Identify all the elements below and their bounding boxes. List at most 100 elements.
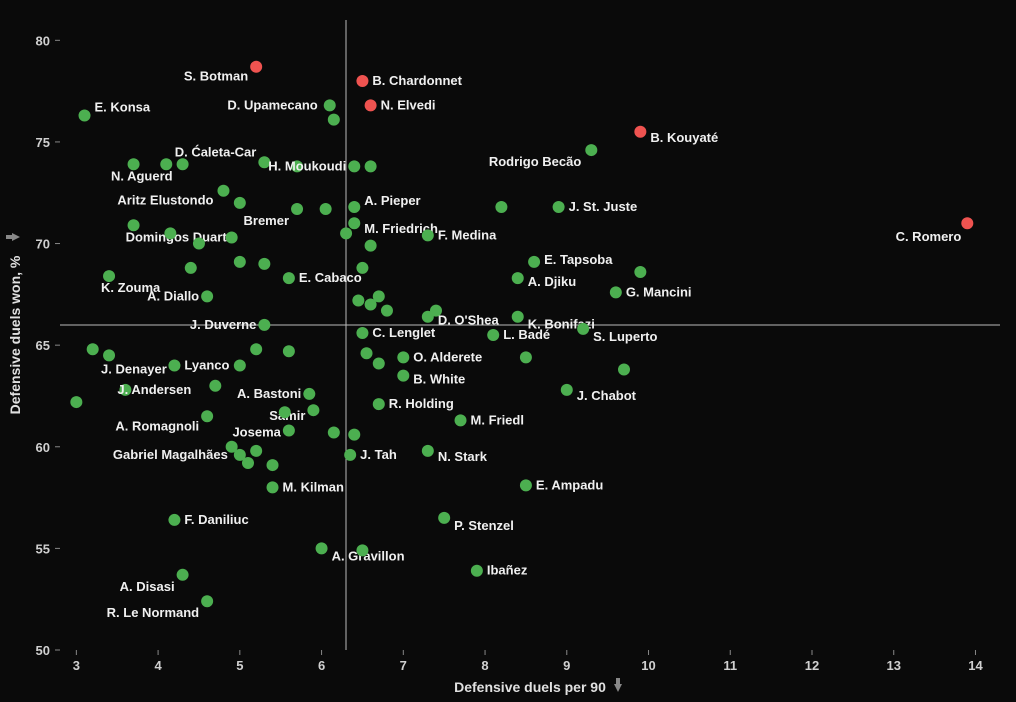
- data-point[interactable]: [303, 388, 315, 400]
- data-point[interactable]: [455, 414, 467, 426]
- data-point[interactable]: [348, 429, 360, 441]
- data-point[interactable]: [250, 445, 262, 457]
- point-label: O. Alderete: [413, 349, 482, 364]
- x-tick-label: 14: [968, 658, 983, 673]
- data-point[interactable]: [553, 201, 565, 213]
- data-point[interactable]: [585, 144, 597, 156]
- data-point[interactable]: [328, 427, 340, 439]
- highlight-point[interactable]: [250, 61, 262, 73]
- data-point[interactable]: [279, 406, 291, 418]
- data-point[interactable]: [356, 262, 368, 274]
- point-label: Aritz Elustondo: [117, 193, 213, 208]
- data-point[interactable]: [242, 457, 254, 469]
- y-tick-label: 60: [36, 440, 50, 455]
- data-point[interactable]: [381, 305, 393, 317]
- data-point[interactable]: [79, 110, 91, 122]
- data-point[interactable]: [258, 319, 270, 331]
- chart-svg: 3456789101112131450556065707580Defensive…: [0, 0, 1016, 702]
- point-label: D. Upamecano: [227, 97, 317, 112]
- data-point[interactable]: [397, 351, 409, 363]
- point-label: E. Cabaco: [299, 270, 362, 285]
- data-point[interactable]: [103, 349, 115, 361]
- data-point[interactable]: [234, 256, 246, 268]
- highlight-point[interactable]: [961, 217, 973, 229]
- data-point[interactable]: [267, 459, 279, 471]
- point-label: M. Friedl: [471, 412, 524, 427]
- data-point[interactable]: [168, 514, 180, 526]
- data-point[interactable]: [177, 569, 189, 581]
- data-point[interactable]: [234, 359, 246, 371]
- data-point[interactable]: [528, 256, 540, 268]
- point-label: Rodrigo Becão: [489, 154, 582, 169]
- data-point[interactable]: [316, 542, 328, 554]
- data-point[interactable]: [250, 343, 262, 355]
- data-point[interactable]: [487, 329, 499, 341]
- data-point[interactable]: [267, 481, 279, 493]
- data-point[interactable]: [177, 158, 189, 170]
- data-point[interactable]: [352, 294, 364, 306]
- data-point[interactable]: [70, 396, 82, 408]
- data-point[interactable]: [234, 197, 246, 209]
- data-point[interactable]: [373, 357, 385, 369]
- data-point[interactable]: [634, 266, 646, 278]
- highlight-point[interactable]: [634, 126, 646, 138]
- data-point[interactable]: [340, 227, 352, 239]
- data-point[interactable]: [328, 114, 340, 126]
- data-point[interactable]: [495, 201, 507, 213]
- data-point[interactable]: [193, 238, 205, 250]
- point-label: J. St. Juste: [569, 199, 638, 214]
- data-point[interactable]: [365, 240, 377, 252]
- data-point[interactable]: [422, 445, 434, 457]
- data-point[interactable]: [348, 217, 360, 229]
- data-point[interactable]: [348, 160, 360, 172]
- point-label: B. White: [413, 372, 465, 387]
- data-point[interactable]: [209, 380, 221, 392]
- data-point[interactable]: [258, 258, 270, 270]
- data-point[interactable]: [512, 272, 524, 284]
- point-label: L. Badé: [503, 327, 550, 342]
- data-point[interactable]: [561, 384, 573, 396]
- data-point[interactable]: [373, 290, 385, 302]
- point-label: E. Tapsoba: [544, 252, 613, 267]
- data-point[interactable]: [520, 351, 532, 363]
- data-point[interactable]: [87, 343, 99, 355]
- data-point[interactable]: [307, 404, 319, 416]
- data-point[interactable]: [618, 364, 630, 376]
- data-point[interactable]: [185, 262, 197, 274]
- data-point[interactable]: [610, 286, 622, 298]
- data-point[interactable]: [168, 359, 180, 371]
- data-point[interactable]: [201, 410, 213, 422]
- data-point[interactable]: [438, 512, 450, 524]
- data-point[interactable]: [283, 425, 295, 437]
- point-label: M. Kilman: [283, 479, 344, 494]
- data-point[interactable]: [361, 347, 373, 359]
- data-point[interactable]: [201, 290, 213, 302]
- data-point[interactable]: [283, 272, 295, 284]
- data-point[interactable]: [320, 203, 332, 215]
- point-label: Lyanco: [184, 357, 229, 372]
- data-point[interactable]: [397, 370, 409, 382]
- data-point[interactable]: [226, 231, 238, 243]
- data-point[interactable]: [373, 398, 385, 410]
- data-point[interactable]: [512, 311, 524, 323]
- data-point[interactable]: [164, 227, 176, 239]
- data-point[interactable]: [422, 311, 434, 323]
- data-point[interactable]: [324, 99, 336, 111]
- data-point[interactable]: [520, 479, 532, 491]
- highlight-point[interactable]: [356, 75, 368, 87]
- highlight-point[interactable]: [365, 99, 377, 111]
- point-label: Ibañez: [487, 563, 528, 578]
- data-point[interactable]: [365, 160, 377, 172]
- data-point[interactable]: [356, 327, 368, 339]
- data-point[interactable]: [577, 323, 589, 335]
- data-point[interactable]: [201, 595, 213, 607]
- data-point[interactable]: [348, 201, 360, 213]
- data-point[interactable]: [471, 565, 483, 577]
- data-point[interactable]: [291, 203, 303, 215]
- data-point[interactable]: [344, 449, 356, 461]
- data-point[interactable]: [422, 229, 434, 241]
- data-point[interactable]: [217, 185, 229, 197]
- point-label: N. Stark: [438, 449, 488, 464]
- data-point[interactable]: [283, 345, 295, 357]
- data-point[interactable]: [356, 544, 368, 556]
